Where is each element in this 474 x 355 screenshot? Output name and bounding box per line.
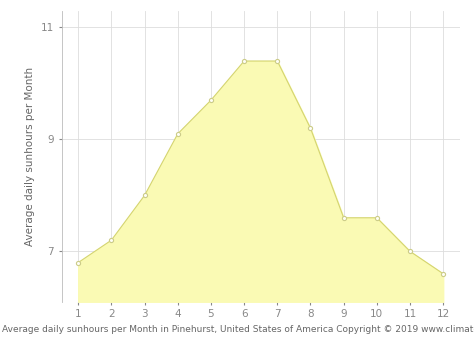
Y-axis label: Average daily sunhours per Month: Average daily sunhours per Month [25,67,35,246]
X-axis label: Average daily sunhours per Month in Pinehurst, United States of America Copyrigh: Average daily sunhours per Month in Pine… [1,325,474,334]
